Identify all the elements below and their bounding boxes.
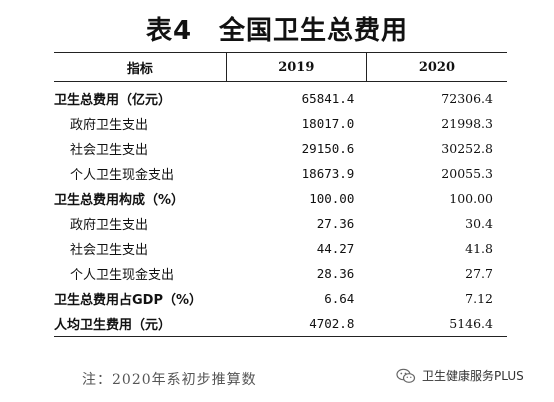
table-header-row: 指标 2019 2020 [54, 52, 507, 82]
table-row: 卫生总费用（亿元） 65841.4 72306.4 [54, 82, 507, 112]
column-header-indicator: 指标 [54, 52, 227, 82]
table-row: 个人卫生现金支出 28.36 27.7 [54, 261, 507, 286]
watermark-text: 卫生健康服务PLUS [422, 369, 524, 383]
value-2020: 21998.3 [441, 116, 493, 131]
health-expenditure-table: 指标 2019 2020 卫生总费用（亿元） 65841.4 72306.4 政府卫生… [54, 52, 507, 337]
row-label: 政府卫生支出 [70, 118, 149, 133]
value-2019: 27.36 [316, 216, 355, 231]
value-2019: 4702.8 [226, 311, 367, 337]
row-label: 个人卫生现金支出 [70, 268, 175, 283]
table-body: 卫生总费用（亿元） 65841.4 72306.4 政府卫生支出 18017.0 2199… [54, 82, 507, 337]
value-2020: 5146.4 [366, 311, 507, 337]
column-header-2019: 2019 [226, 52, 367, 82]
row-label: 卫生总费用占GDP（%） [54, 293, 203, 308]
table-row: 卫生总费用构成（%） 100.00 100.00 [54, 186, 507, 211]
value-2019: 100.00 [309, 191, 355, 206]
row-label: 政府卫生支出 [70, 218, 149, 233]
value-2020: 41.8 [465, 241, 493, 256]
table-row: 政府卫生支出 27.36 30.4 [54, 211, 507, 236]
table-row: 个人卫生现金支出 18673.9 20055.3 [54, 161, 507, 186]
watermark: 卫生健康服务PLUS [396, 367, 524, 384]
table-row: 社会卫生支出 44.27 41.8 [54, 236, 507, 261]
row-label: 个人卫生现金支出 [70, 168, 175, 183]
value-2020: 30.4 [465, 216, 493, 231]
value-2019: 28.36 [316, 266, 355, 281]
value-2019: 65841.4 [301, 91, 355, 106]
value-2020: 7.12 [465, 291, 493, 306]
value-2019: 18017.0 [301, 116, 355, 131]
table-title: 表4 全国卫生总费用 [145, 16, 409, 46]
table-row: 政府卫生支出 18017.0 21998.3 [54, 111, 507, 136]
wechat-icon [396, 368, 416, 383]
value-2020: 20055.3 [441, 166, 493, 181]
column-header-2020: 2020 [366, 52, 507, 82]
row-label: 卫生总费用构成（%） [54, 193, 185, 208]
table-row: 人均卫生费用（元） 4702.8 5146.4 [54, 311, 507, 337]
value-2019: 18673.9 [301, 166, 355, 181]
value-2020: 100.00 [449, 191, 493, 206]
value-2019: 29150.6 [301, 141, 355, 156]
row-label: 社会卫生支出 [70, 143, 149, 158]
value-2019: 6.64 [324, 291, 355, 306]
value-2020: 27.7 [465, 266, 493, 281]
footnote: 注：2020年系初步推算数 [82, 372, 257, 388]
table-row: 社会卫生支出 29150.6 30252.8 [54, 136, 507, 161]
row-label: 卫生总费用（亿元） [54, 93, 172, 108]
value-2019: 44.27 [316, 241, 355, 256]
value-2020: 30252.8 [441, 141, 493, 156]
row-label: 社会卫生支出 [70, 243, 149, 258]
table-row: 卫生总费用占GDP（%） 6.64 7.12 [54, 286, 507, 311]
value-2020: 72306.4 [441, 91, 493, 106]
row-label: 人均卫生费用（元） [54, 311, 227, 337]
